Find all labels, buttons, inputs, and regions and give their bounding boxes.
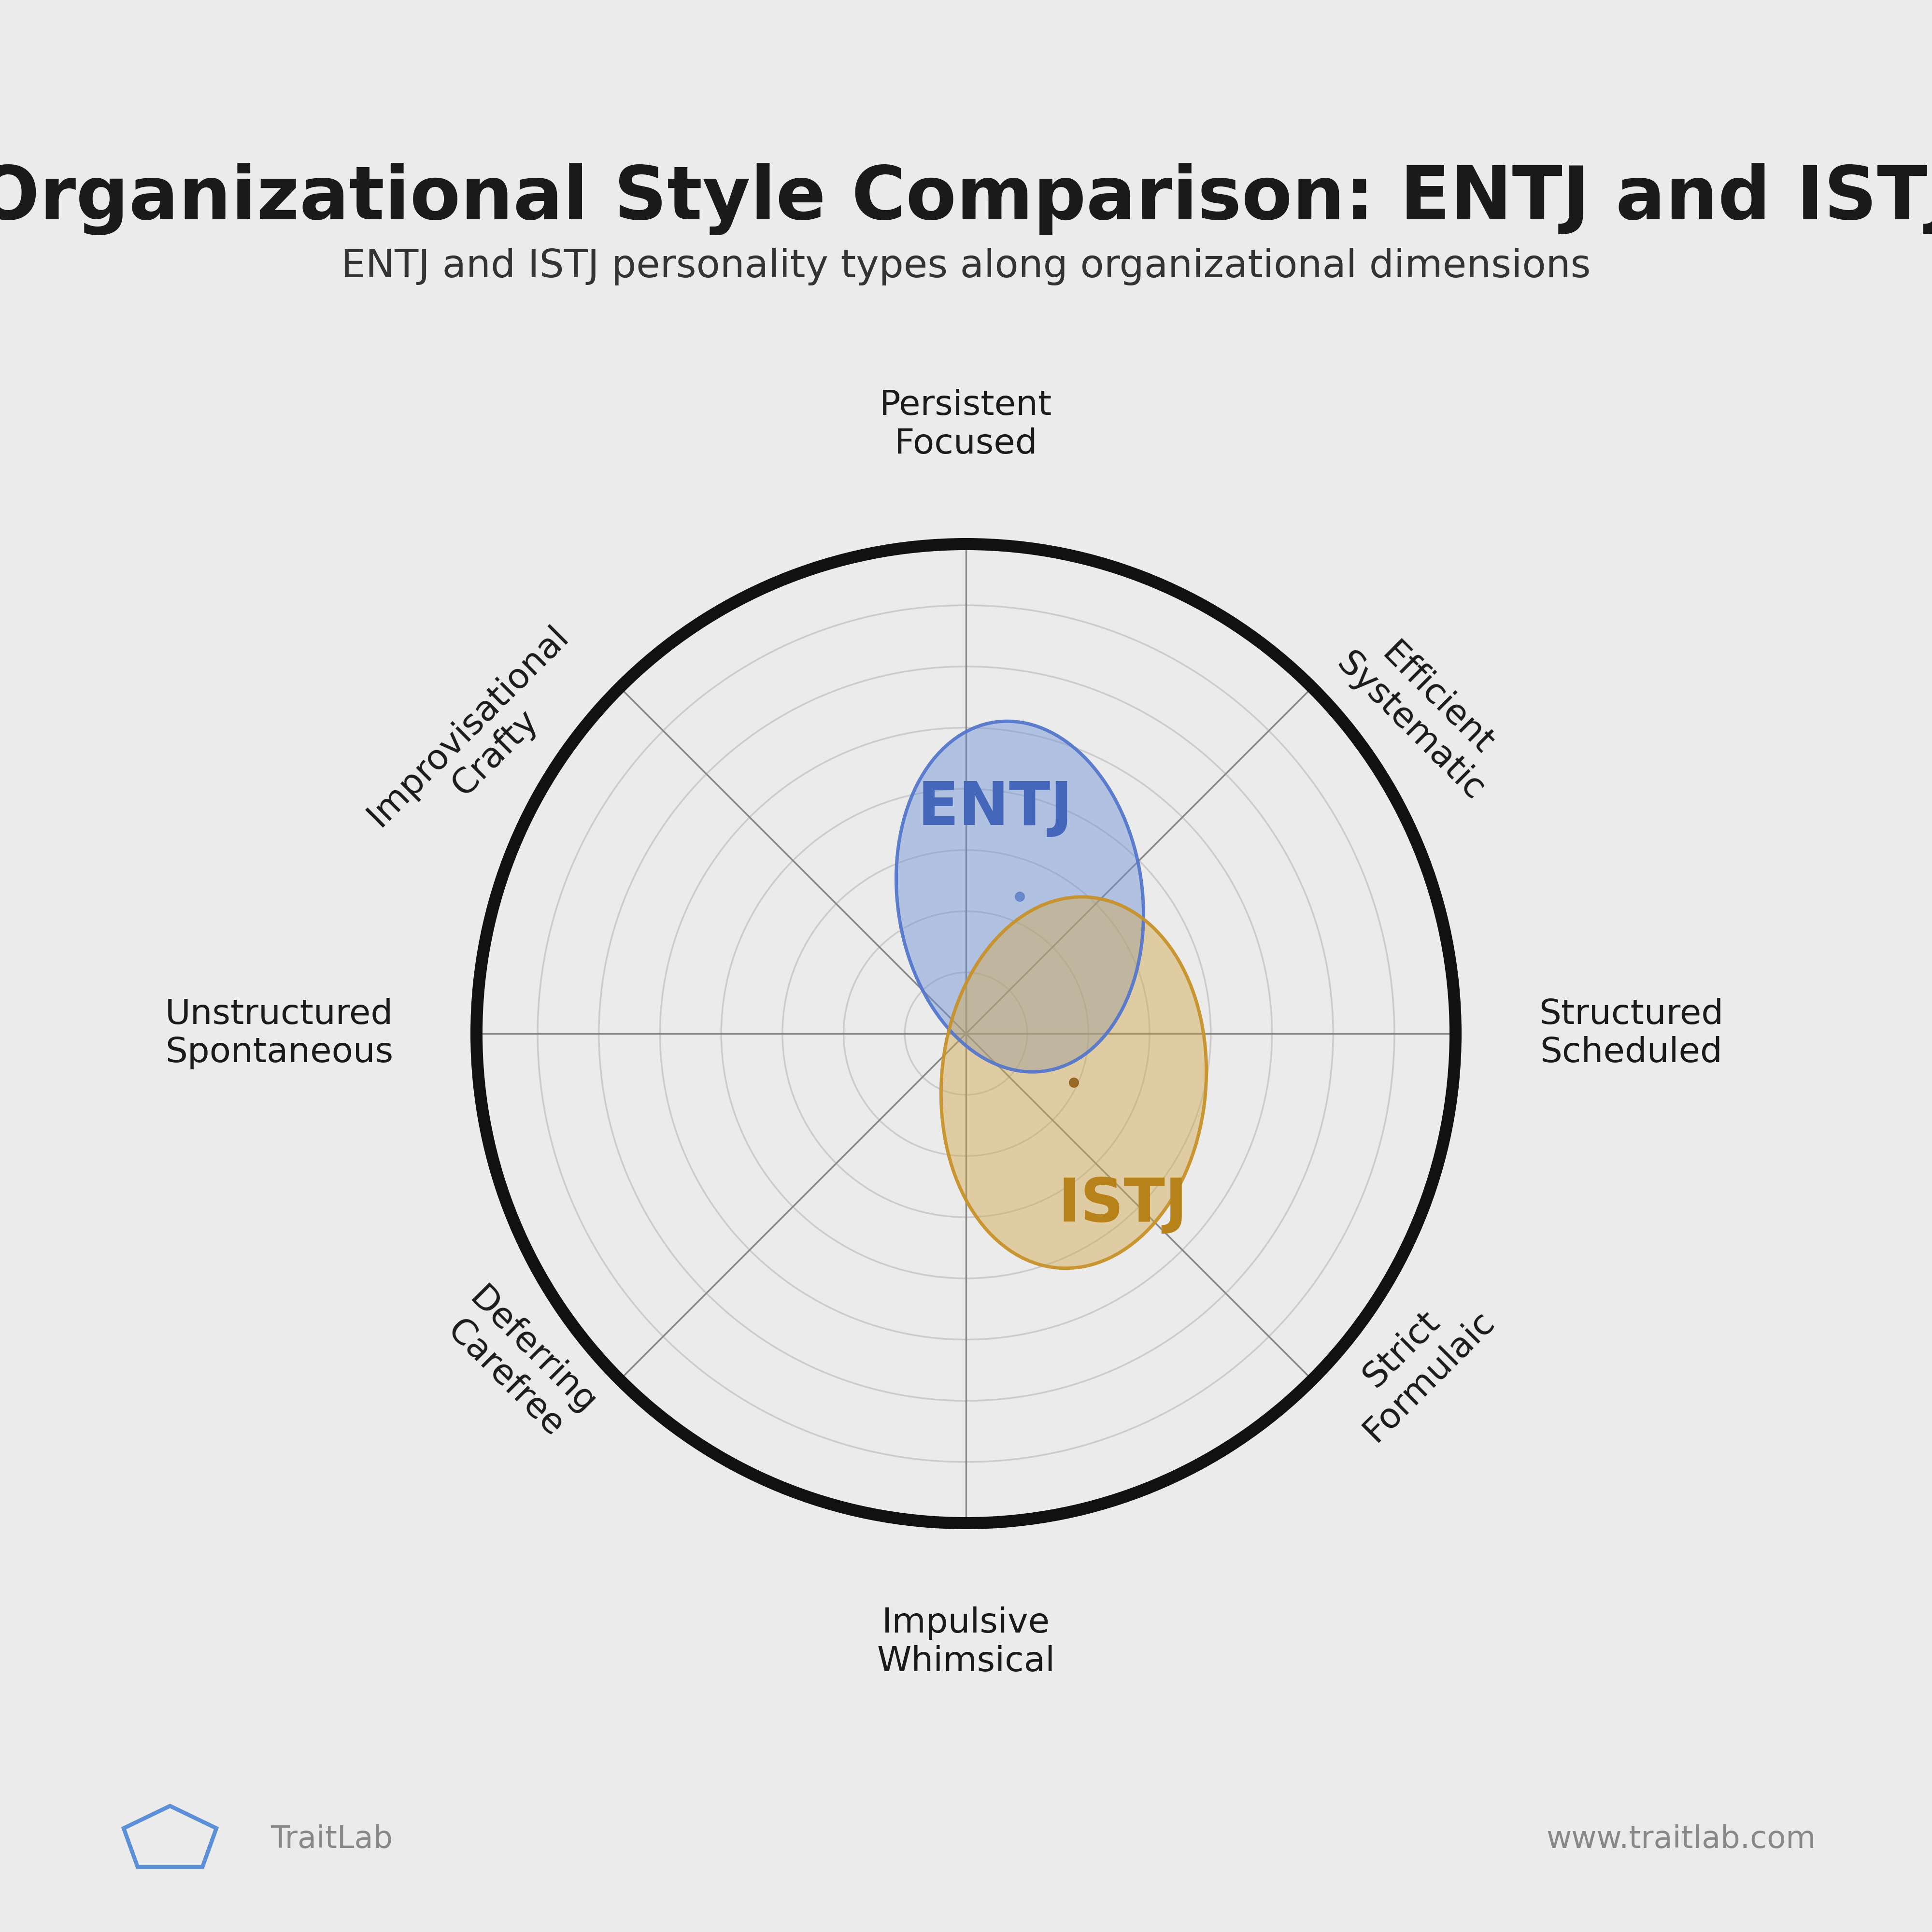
Text: Unstructured
Spontaneous: Unstructured Spontaneous (164, 997, 394, 1070)
Ellipse shape (896, 721, 1144, 1072)
Text: Impulsive
Whimsical: Impulsive Whimsical (877, 1605, 1055, 1679)
Text: Deferring
Carefree: Deferring Carefree (435, 1281, 603, 1449)
Text: Structured
Scheduled: Structured Scheduled (1538, 997, 1723, 1070)
Text: Improvisational
Crafty: Improvisational Crafty (361, 618, 603, 860)
Text: Efficient
Systematic: Efficient Systematic (1329, 618, 1519, 808)
Text: Organizational Style Comparison: ENTJ and ISTJ: Organizational Style Comparison: ENTJ an… (0, 162, 1932, 236)
Text: Persistent
Focused: Persistent Focused (879, 388, 1053, 462)
Text: Strict
Formulaic: Strict Formulaic (1329, 1277, 1501, 1449)
Text: TraitLab: TraitLab (270, 1824, 392, 1855)
Text: ENTJ: ENTJ (918, 779, 1072, 838)
Text: ISTJ: ISTJ (1059, 1177, 1188, 1235)
Ellipse shape (941, 896, 1206, 1267)
Text: www.traitlab.com: www.traitlab.com (1546, 1824, 1816, 1855)
Text: ENTJ and ISTJ personality types along organizational dimensions: ENTJ and ISTJ personality types along or… (342, 247, 1590, 286)
